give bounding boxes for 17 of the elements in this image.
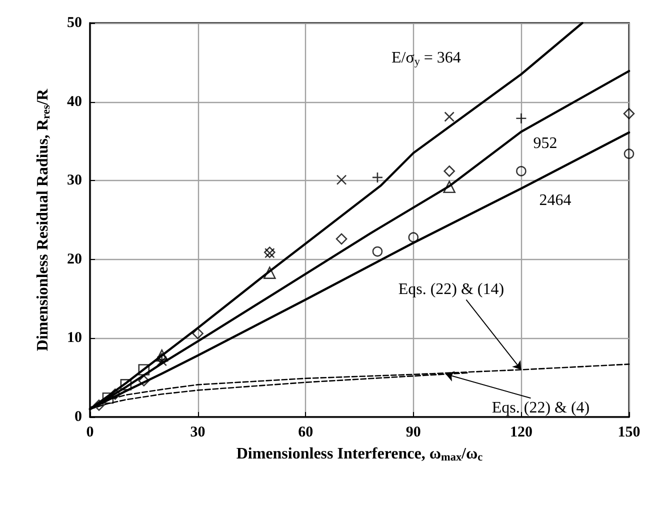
y-tick-label: 20 <box>67 251 82 268</box>
x-tick-label: 90 <box>406 424 421 440</box>
y-axis-title: Dimensionless Residual Radius, Rres/R <box>34 88 52 352</box>
y-tick-label: 10 <box>67 330 82 346</box>
x-tick-label: 30 <box>190 424 206 440</box>
x-tick-label: 0 <box>86 424 94 440</box>
x-tick-label: 60 <box>298 424 314 440</box>
series-label: 952 <box>533 135 558 152</box>
text: Eqs. (22) & (14) <box>398 281 504 298</box>
y-tick-label: 30 <box>67 172 82 189</box>
x-tick-label: 120 <box>510 424 532 440</box>
y-tick-label: 0 <box>74 409 82 425</box>
x-tick-label: 150 <box>618 424 640 440</box>
y-tick-label: 40 <box>67 94 82 110</box>
y-tick-label: 50 <box>67 15 82 31</box>
text: Eqs. (22) & (4) <box>492 400 590 417</box>
series-label: 2464 <box>539 192 572 209</box>
